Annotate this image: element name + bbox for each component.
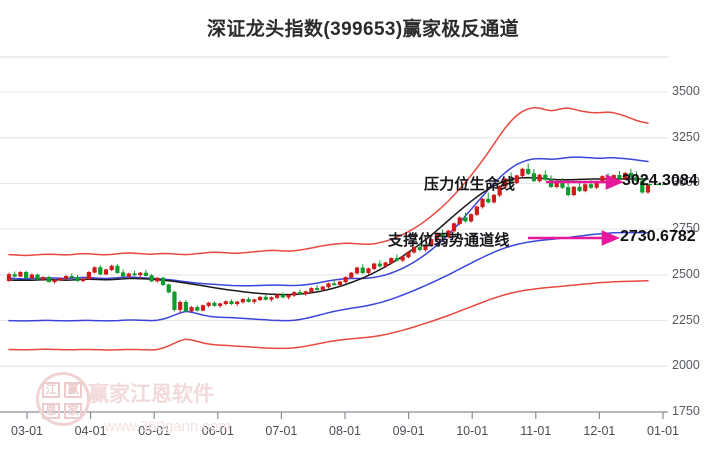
x-axis-tick-label: 05-01 — [138, 424, 171, 438]
x-axis-tick-label: 01-01 — [647, 424, 679, 438]
y-axis-tick-label: 2500 — [672, 266, 700, 281]
annotation-label-resistance-lifeline: 压力位生命线 — [424, 176, 516, 193]
y-axis-tick-label: 2000 — [672, 358, 700, 373]
x-axis-tick-label: 07-01 — [265, 424, 298, 438]
x-axis-tick-label: 06-01 — [201, 424, 234, 438]
annotation-label-support-weak-channel: 支撑位弱势通道线 — [388, 232, 510, 249]
x-axis-tick-label: 10-01 — [456, 424, 489, 438]
x-axis-group — [0, 411, 668, 419]
x-axis-tick-label: 08-01 — [329, 424, 361, 438]
y-axis-tick-label: 2750 — [672, 221, 700, 236]
logo-char-3: 恩 — [42, 403, 60, 419]
y-axis-tick-label: 1750 — [672, 404, 700, 418]
y-axis-tick-label: 3500 — [672, 84, 700, 98]
watermark-url: www.360gann.com — [104, 418, 231, 435]
x-axis-tick-label: 12-01 — [583, 424, 616, 438]
gridlines-group — [0, 56, 668, 413]
x-axis-tick-label: 04-01 — [74, 424, 107, 438]
logo-char-4: 家 — [64, 403, 82, 419]
x-axis-tick-label: 09-01 — [392, 424, 425, 438]
candlestick-series — [6, 163, 651, 314]
x-axis-tick-label: 11-01 — [520, 424, 552, 438]
annotation-arrows-group — [528, 174, 624, 246]
logo-char-1: 江 — [42, 382, 60, 398]
logo-char-2: 赢 — [64, 382, 82, 398]
annotation-value-support-weak-channel: 2730.6782 — [620, 228, 696, 245]
y-axis-tick-label: 3000 — [672, 175, 700, 190]
x-axis-tick-label: 03-01 — [11, 424, 43, 438]
y-axis-tick-label: 2250 — [672, 312, 700, 327]
watermark-logo-icon: 江 赢 恩 家 — [36, 372, 90, 426]
watermark-brand: 赢家江恩软件 — [88, 383, 214, 406]
chart-title: 深证龙头指数(399653)赢家极反通道 — [206, 19, 520, 40]
y-axis-tick-label: 3250 — [672, 129, 700, 144]
annotation-value-resistance-lifeline: 3024.3084 — [622, 172, 698, 189]
